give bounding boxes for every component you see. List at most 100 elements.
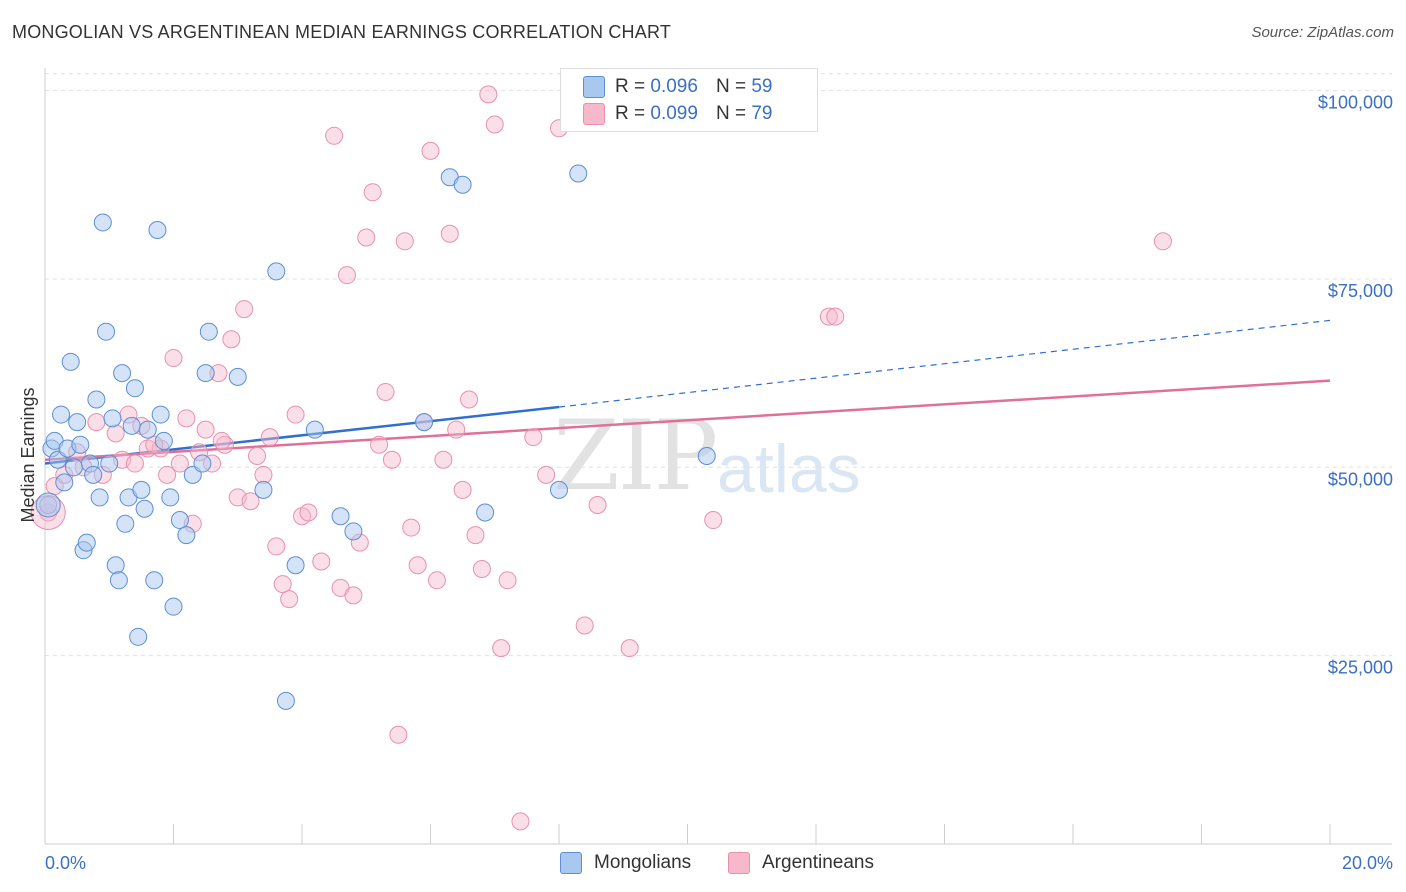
mongolian-point <box>193 454 212 473</box>
mongolian-point <box>138 420 157 439</box>
bottom-legend-argentineans: Argentineans <box>728 852 874 874</box>
legend-row-argentineans: R = 0.099 N = 79 <box>583 102 772 126</box>
mongolian-point <box>87 390 106 409</box>
y-axis-title: Median Earnings <box>18 387 38 522</box>
mongolian-point <box>154 431 173 450</box>
mongolian-point <box>286 556 305 575</box>
bottom-legend-swatch-pink <box>728 852 750 874</box>
mongolian-point <box>415 413 434 432</box>
argentinean-point <box>312 552 331 571</box>
mongolian-trend-extension <box>558 319 1331 408</box>
legend-r-label: R = <box>615 76 646 97</box>
argentinean-point <box>370 435 389 454</box>
legend-row-mongolians: R = 0.096 N = 59 <box>583 75 772 99</box>
argentinean-point <box>254 465 273 484</box>
trend-lines <box>44 319 1331 465</box>
mongolian-point <box>61 352 80 371</box>
mongolian-point <box>228 367 247 386</box>
legend-r-label: R = <box>615 103 646 124</box>
gridlines <box>45 73 1392 657</box>
argentinean-point <box>395 232 414 251</box>
mongolian-point <box>135 499 154 518</box>
bottom-legend-label: Mongolians <box>594 852 692 873</box>
argentinean-point <box>164 349 183 368</box>
argentinean-point <box>588 495 607 514</box>
argentinean-point <box>402 518 421 537</box>
axes <box>44 68 1392 845</box>
y-tick-label: $50,000 <box>1328 469 1393 489</box>
argentinean-point <box>389 725 408 744</box>
legend-n-label: N = <box>715 103 747 124</box>
mongolian-point <box>148 220 167 239</box>
argentinean-point <box>222 330 241 349</box>
mongolian-point <box>164 597 183 616</box>
argentinean-point <box>460 390 479 409</box>
y-tick-label: $100,000 <box>1318 93 1393 113</box>
watermark-zip: ZIP <box>553 400 718 512</box>
argentinean-point <box>344 586 363 605</box>
tick-labels: $25,000 $50,000 $75,000 $100,000 0.0% 20.0% <box>45 93 1393 873</box>
argentinean-point <box>826 307 845 326</box>
argentinean-point <box>337 266 356 285</box>
argentinean-point <box>421 141 440 160</box>
argentinean-point <box>170 454 189 473</box>
mongolian-point <box>550 480 568 499</box>
mongolian-point <box>267 262 286 281</box>
chart-title: MONGOLIAN VS ARGENTINEAN MEDIAN EARNINGS… <box>12 22 672 42</box>
mongolian-point <box>344 522 363 541</box>
mongolian-point <box>129 627 148 646</box>
bottom-legend-swatch-blue <box>560 852 582 874</box>
y-tick-label: $75,000 <box>1328 281 1393 301</box>
argentinean-point <box>1153 232 1172 251</box>
argentinean-point <box>158 465 177 484</box>
mongolian-point <box>97 322 116 341</box>
argentinean-point <box>382 450 401 469</box>
legend-n-label: N = <box>715 76 747 97</box>
argentinean-point <box>280 590 299 609</box>
mongolian-point <box>122 416 141 435</box>
mongolian-point <box>125 379 144 398</box>
argentinean-point <box>212 431 231 450</box>
mongolian-point <box>331 507 350 526</box>
mongolian-point <box>116 514 135 533</box>
source-label: Source: ZipAtlas.com <box>1251 24 1394 41</box>
argentinean-point <box>299 503 318 522</box>
mongolian-point <box>177 526 196 545</box>
mongolian-point <box>35 492 61 518</box>
argentinean-point <box>472 560 491 579</box>
argentinean-point <box>235 300 254 319</box>
argentinean-point <box>363 183 382 202</box>
mongolian-point <box>161 488 180 507</box>
mongolian-point <box>199 322 218 341</box>
mongolian-point <box>71 435 90 454</box>
legend-r-value: 0.096 <box>650 76 698 97</box>
mongolian-point <box>569 164 588 183</box>
argentinean-point <box>819 307 838 326</box>
argentinean-point <box>427 571 446 590</box>
argentinean-point <box>511 812 530 831</box>
mongolian-point <box>113 364 132 383</box>
argentinean-point <box>286 405 305 424</box>
argentinean-point <box>498 571 517 590</box>
legend-r-value: 0.099 <box>650 103 698 124</box>
argentinean-point <box>485 115 504 134</box>
mongolian-point <box>68 413 87 432</box>
bottom-legend-mongolians: Mongolians <box>560 852 691 874</box>
argentinean-point <box>260 428 279 447</box>
argentinean-point <box>434 450 453 469</box>
mongolian-point <box>476 503 495 522</box>
mongolian-point <box>106 556 125 575</box>
argentinean-point <box>447 420 466 439</box>
mongolian-point <box>103 409 122 428</box>
legend-swatch-pink <box>583 103 605 125</box>
mongolian-point <box>52 405 71 424</box>
mongolian-point <box>84 465 103 484</box>
correlation-legend: R = 0.096 N = 59 R = 0.099 N = 79 <box>560 68 818 132</box>
mongolian-point <box>100 454 119 473</box>
argentinean-point <box>357 228 376 247</box>
mongolian-point <box>196 364 215 383</box>
mongolian-point <box>145 571 164 590</box>
x-tick-label: 20.0% <box>1342 853 1393 873</box>
argentinean-trend-line <box>44 379 1331 462</box>
